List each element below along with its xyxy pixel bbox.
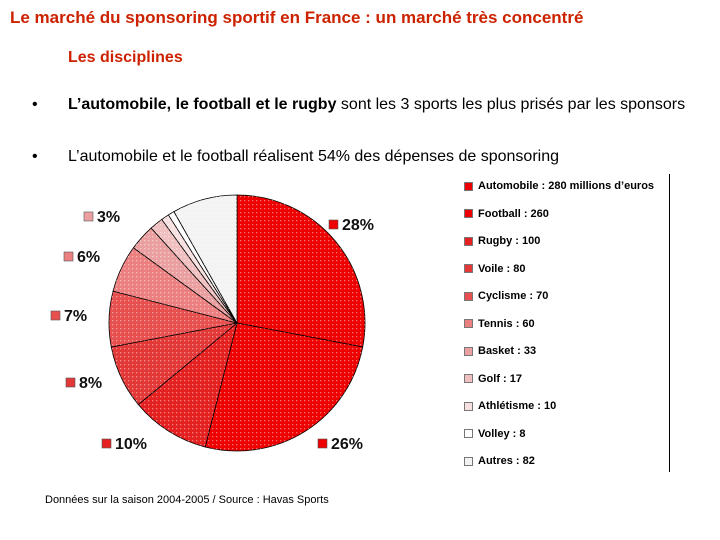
legend-item-autres: Autres : 82 <box>464 454 535 468</box>
pie-slices <box>108 194 366 452</box>
legend-swatch <box>464 291 473 301</box>
page-title: Le marché du sponsoring sportif en Franc… <box>10 8 584 27</box>
legend-item-athletisme: Athlétisme : 10 <box>464 399 556 413</box>
legend-swatch <box>464 236 473 246</box>
legend-swatch <box>464 456 473 466</box>
legend-label: Tennis : 60 <box>478 317 535 330</box>
pie-slice-texture-athletisme <box>161 214 237 323</box>
legend-item-cyclisme: Cyclisme : 70 <box>464 289 548 303</box>
chart-legend: Automobile : 280 millions d’euros Footbal… <box>459 174 670 472</box>
pie-label-swatch-tennis <box>63 251 74 262</box>
bullet-1-bold: L’automobile, le football et le rugby <box>68 96 337 113</box>
pie-pct-label-basket: 3% <box>97 209 120 226</box>
bullet-marker-1: • <box>32 96 38 113</box>
pie-slice-texture-rugby <box>138 323 237 447</box>
legend-item-basket: Basket : 33 <box>464 344 536 358</box>
legend-label: Athlétisme : 10 <box>478 400 557 412</box>
pie-pct-label-automobile: 28% <box>342 217 374 234</box>
legend-item-tennis: Tennis : 60 <box>464 317 535 331</box>
legend-swatch <box>464 401 473 411</box>
bullet-text-2: L’automobile et le football réalisent 54… <box>68 148 688 166</box>
pie-slice-texture-basket <box>133 228 237 323</box>
bullet-2-rest: L’automobile et le football réalisent 54… <box>68 148 559 165</box>
legend-label: Football : 260 <box>478 207 549 220</box>
bullet-marker-2: • <box>32 148 38 165</box>
pie-label-swatch-football <box>317 438 328 449</box>
legend-item-football: Football : 260 <box>464 207 549 221</box>
pie-slice-texture-football <box>205 323 363 451</box>
source-note: Données sur la saison 2004-2005 / Source… <box>45 494 329 506</box>
legend-item-rugby: Rugby : 100 <box>464 234 540 248</box>
section-subtitle: Les disciplines <box>68 49 183 66</box>
pie-pct-label-rugby: 10% <box>115 436 147 453</box>
pie-slice-texture-volley <box>168 211 237 323</box>
pie-pct-label-tennis: 6% <box>77 249 100 266</box>
pie-pct-label-voile: 8% <box>79 375 102 392</box>
legend-swatch <box>464 209 473 218</box>
pie-label-swatch-automobile <box>328 219 339 230</box>
legend-label: Automobile : 280 millions d’euros <box>478 180 655 192</box>
legend-swatch <box>464 181 473 191</box>
legend-label: Cyclisme : 70 <box>478 290 549 302</box>
pie-slice-texture-golf <box>151 219 237 323</box>
legend-swatch <box>464 264 473 273</box>
legend-label: Rugby : 100 <box>478 235 541 247</box>
legend-label: Autres : 82 <box>478 455 535 467</box>
bullet-1-rest: sont les 3 sports les plus prisés par le… <box>336 96 686 113</box>
legend-label: Basket : 33 <box>478 345 537 357</box>
pie-slice-texture-tennis <box>113 247 237 323</box>
legend-item-automobile: Automobile : 280 millions d’euros <box>464 179 654 193</box>
pie-slice-texture-automobile <box>237 195 365 347</box>
legend-label: Voile : 80 <box>478 262 526 275</box>
pie-pct-label-cyclisme: 7% <box>64 308 87 325</box>
bullet-text-1: L’automobile, le football et le rugby so… <box>68 96 688 114</box>
legend-item-golf: Golf : 17 <box>464 372 522 386</box>
legend-label: Volley : 8 <box>478 427 526 440</box>
pie-labels: 28% 26% 10% 8% 7% 6% 3% <box>50 209 374 453</box>
pie-label-swatch-voile <box>65 377 76 388</box>
pie-slice-texture-voile <box>111 323 237 405</box>
legend-item-volley: Volley : 8 <box>464 427 525 441</box>
pie-slice-texture-cyclisme <box>109 291 237 347</box>
legend-swatch <box>464 346 473 356</box>
legend-item-voile: Voile : 80 <box>464 262 525 276</box>
legend-swatch <box>464 374 473 383</box>
pie-label-swatch-rugby <box>101 438 112 449</box>
pie-label-swatch-basket <box>83 211 94 222</box>
pie-pct-label-football: 26% <box>331 436 363 453</box>
pie-label-swatch-cyclisme <box>50 310 61 321</box>
legend-label: Golf : 17 <box>478 372 523 385</box>
pie-slice-texture-autres <box>173 195 237 323</box>
legend-swatch <box>464 429 473 438</box>
legend-swatch <box>464 319 473 328</box>
